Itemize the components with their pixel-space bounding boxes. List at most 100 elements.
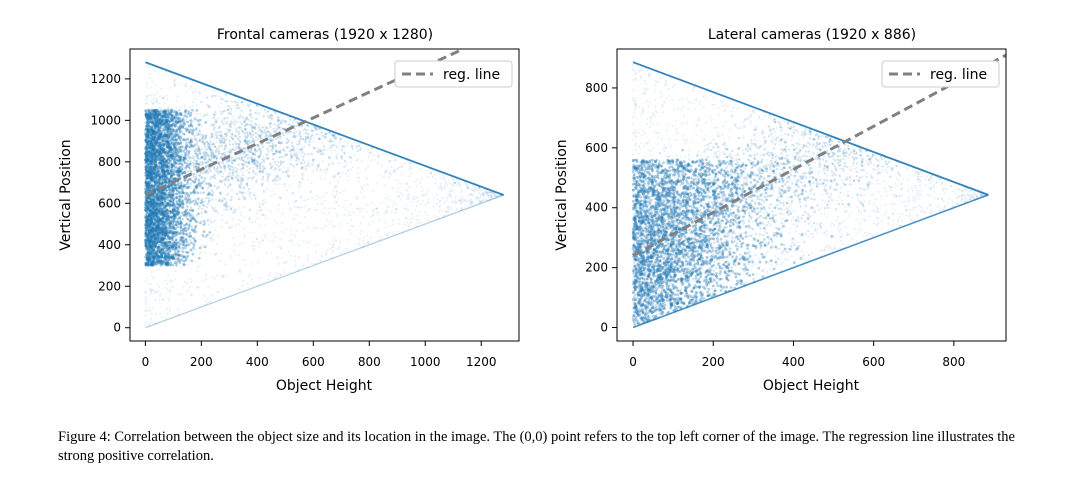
- scatter-point: [207, 286, 210, 289]
- scatter-point: [182, 286, 185, 289]
- scatter-point: [457, 181, 460, 184]
- scatter-point: [219, 192, 221, 195]
- scatter-point: [144, 291, 147, 294]
- scatter-point: [496, 194, 499, 197]
- scatter-point: [144, 156, 147, 159]
- scatter-point: [460, 189, 463, 192]
- scatter-point: [471, 203, 474, 206]
- scatter-point: [359, 221, 362, 224]
- scatter-point: [147, 283, 150, 286]
- scatter-point: [487, 199, 490, 202]
- scatter-point: [172, 286, 175, 289]
- scatter-point: [362, 243, 365, 245]
- scatter-point: [335, 215, 338, 218]
- scatter-point: [175, 198, 178, 201]
- scatter-point: [487, 194, 490, 197]
- scatter-point: [464, 206, 467, 208]
- scatter-point: [225, 135, 228, 138]
- scatter-point: [221, 219, 224, 221]
- scatter-point: [323, 177, 326, 180]
- scatter-point: [191, 154, 194, 157]
- scatter-point: [471, 194, 474, 197]
- scatter-point: [156, 268, 159, 271]
- scatter-point: [478, 200, 481, 203]
- scatter-point: [189, 248, 193, 252]
- scatter-point: [177, 154, 181, 158]
- scatter-point: [219, 134, 223, 138]
- scatter-point: [144, 115, 147, 118]
- scatter-point: [165, 226, 169, 229]
- scatter-point: [243, 191, 246, 194]
- scatter-point: [164, 279, 167, 282]
- scatter-point: [156, 115, 160, 119]
- scatter-point: [286, 172, 289, 174]
- scatter-point: [258, 111, 261, 114]
- scatter-point: [341, 171, 344, 174]
- scatter-point: [205, 112, 208, 115]
- scatter-point: [292, 243, 295, 246]
- scatter-point: [173, 124, 177, 128]
- scatter-point: [188, 185, 191, 188]
- scatter-point: [166, 151, 168, 154]
- scatter-point: [179, 239, 182, 243]
- scatter-point: [366, 241, 369, 244]
- scatter-point: [171, 242, 173, 245]
- scatter-point: [357, 180, 360, 182]
- scatter-point: [163, 132, 167, 136]
- scatter-point: [322, 169, 325, 172]
- scatter-point: [181, 260, 184, 263]
- scatter-point: [489, 191, 492, 194]
- scatter-point: [408, 165, 411, 168]
- scatter-point: [187, 112, 190, 116]
- scatter-point: [156, 182, 159, 185]
- scatter-point: [147, 235, 150, 238]
- scatter-point: [166, 208, 169, 211]
- scatter-point: [242, 227, 245, 230]
- scatter-point: [272, 143, 275, 146]
- scatter-point: [151, 132, 155, 135]
- scatter-point: [239, 268, 241, 271]
- scatter-point: [160, 183, 163, 185]
- scatter-point: [184, 232, 188, 236]
- scatter-point: [155, 186, 158, 189]
- scatter-point: [178, 117, 182, 120]
- scatter-point: [286, 260, 288, 263]
- scatter-point: [153, 291, 156, 294]
- scatter-point: [485, 198, 488, 201]
- scatter-point: [160, 240, 163, 243]
- scatter-point: [159, 150, 162, 153]
- scatter-point: [250, 176, 253, 179]
- scatter-point: [340, 251, 343, 254]
- scatter-point: [144, 322, 147, 325]
- scatter-point: [356, 172, 359, 175]
- scatter-point: [443, 187, 446, 190]
- scatter-point: [416, 214, 419, 217]
- scatter-point: [231, 165, 234, 168]
- scatter-point: [191, 190, 194, 193]
- scatter-point: [241, 171, 244, 174]
- scatter-point: [203, 245, 207, 249]
- scatter-point: [262, 213, 265, 217]
- scatter-point: [247, 231, 250, 234]
- scatter-point: [182, 213, 186, 217]
- scatter-point: [172, 161, 175, 164]
- scatter-point: [148, 238, 152, 242]
- scatter-point: [163, 204, 166, 207]
- scatter-point: [287, 166, 290, 169]
- scatter-point: [464, 199, 467, 202]
- scatter-point: [269, 161, 272, 164]
- scatter-point: [263, 108, 267, 112]
- scatter-point: [350, 144, 353, 148]
- scatter-point: [149, 221, 152, 224]
- scatter-point: [186, 254, 190, 258]
- scatter-point: [193, 244, 196, 247]
- scatter-point: [237, 244, 240, 247]
- scatter-point: [446, 184, 449, 187]
- scatter-point: [199, 264, 201, 267]
- scatter-point: [459, 209, 462, 212]
- scatter-point: [167, 252, 170, 255]
- scatter-point: [151, 102, 154, 105]
- scatter-point: [158, 298, 161, 301]
- scatter-point: [154, 183, 157, 186]
- scatter-point: [176, 120, 180, 124]
